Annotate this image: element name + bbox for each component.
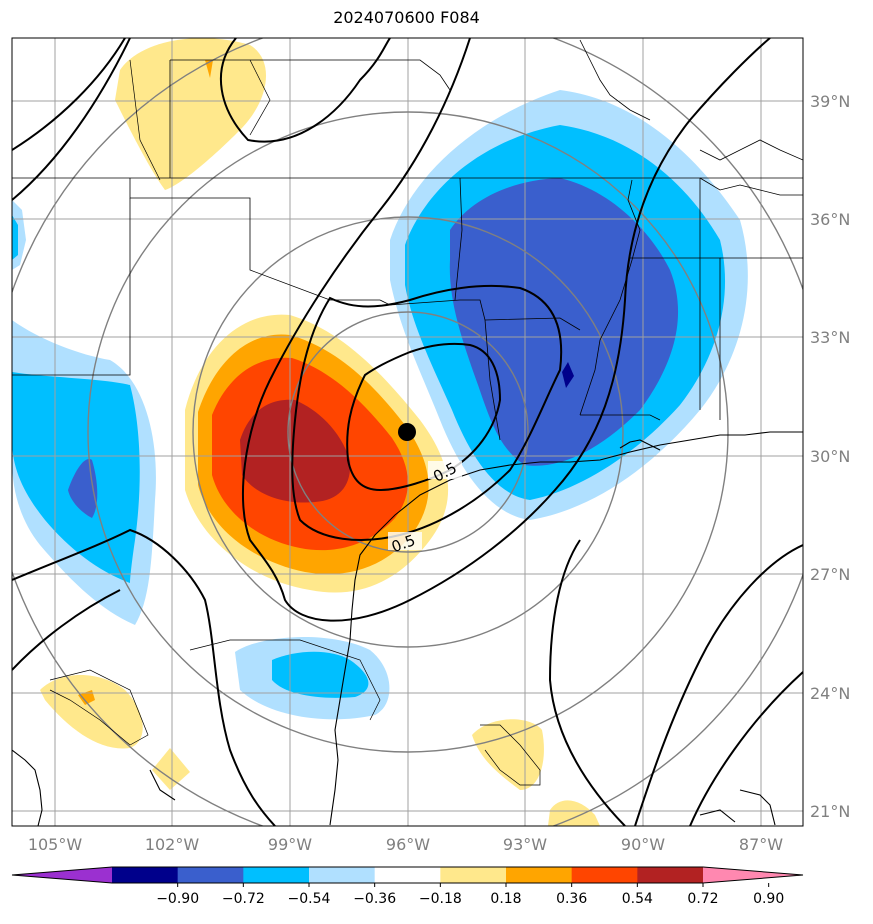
lon-label-93: 93°W	[503, 835, 547, 854]
colorbar-segment	[177, 867, 244, 883]
lat-label-36: 36°N	[810, 210, 850, 229]
colorbar-tick-label: −0.54	[288, 891, 331, 907]
colorbar-segment	[571, 867, 638, 883]
political-borders	[12, 39, 803, 441]
lon-label-90: 90°W	[621, 835, 665, 854]
colorbar-segment	[309, 867, 376, 883]
lat-label-27: 27°N	[810, 565, 850, 584]
map-area: 0.5 0.5	[12, 38, 803, 826]
lat-lon-grid	[12, 38, 803, 826]
negative-anomaly-west	[12, 200, 156, 625]
lat-label-24: 24°N	[810, 684, 850, 703]
coastline	[12, 431, 803, 826]
colorbar-segment	[112, 867, 179, 883]
colorbar-extend-low	[12, 867, 112, 883]
colorbar-extend-high	[703, 867, 803, 883]
colorbar-tick-label: −0.90	[156, 891, 199, 907]
colorbar-tick-label: 0.72	[687, 891, 718, 907]
colorbar-outline	[11, 866, 804, 884]
lat-label-33: 33°N	[810, 328, 850, 347]
lat-label-21: 21°N	[810, 802, 850, 821]
map-frame	[11, 37, 804, 827]
lon-label-87: 87°W	[739, 835, 783, 854]
colorbar-segment	[440, 867, 507, 883]
range-rings	[12, 38, 803, 826]
colorbar-tick-label: 0.36	[556, 891, 587, 907]
lat-label-30: 30°N	[810, 447, 850, 466]
negative-anomaly-gulf	[235, 637, 390, 720]
lat-label-39: 39°N	[810, 92, 850, 111]
map-title: 2024070600 F084	[333, 8, 480, 27]
colorbar-segment	[243, 867, 310, 883]
region-lines	[49, 59, 541, 786]
colorbar-segment	[637, 867, 704, 883]
lon-label-99: 99°W	[268, 835, 312, 854]
colorbar-tick-label: −0.72	[222, 891, 265, 907]
lon-label-96: 96°W	[386, 835, 430, 854]
lon-label-102: 102°W	[145, 835, 200, 854]
center-point-marker	[398, 423, 416, 441]
positive-anomaly-north	[115, 38, 267, 190]
colorbar-tick-label: 0.18	[490, 891, 521, 907]
height-contours	[12, 38, 803, 826]
lon-label-105: 105°W	[28, 835, 83, 854]
colorbar: −0.90 −0.72 −0.54 −0.36 −0.18 0.18 0.36 0.54 0.7…	[11, 866, 804, 907]
colorbar-segment	[506, 867, 573, 883]
positive-anomaly-west-texas	[185, 314, 449, 593]
colorbar-tick-label: 0.54	[622, 891, 653, 907]
colorbar-segment	[374, 867, 441, 883]
colorbar-tick-label: −0.18	[419, 891, 462, 907]
colorbar-tick-label: −0.36	[353, 891, 396, 907]
colorbar-tick-label: 0.90	[753, 891, 784, 907]
